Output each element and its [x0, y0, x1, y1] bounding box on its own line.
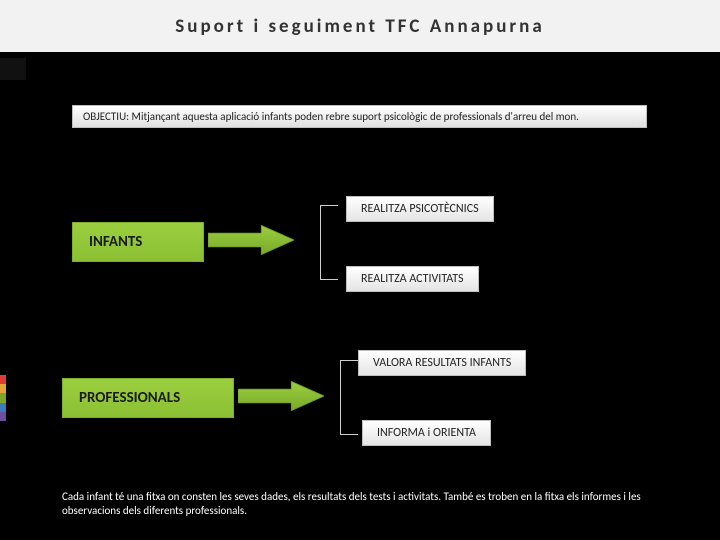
title-bar: Suport i seguiment TFC Annapurna [0, 0, 720, 52]
side-decor-rect [0, 58, 26, 80]
source-professionals: PROFESSIONALS [62, 378, 234, 418]
strip-seg-1 [0, 375, 6, 384]
objective-text: OBJECTIU: Mitjançant aquesta aplicació i… [72, 105, 647, 128]
bracket-infants [320, 205, 338, 280]
target-informa: INFORMA i ORIENTA [362, 420, 491, 446]
strip-seg-5 [0, 412, 6, 421]
target-activitats: REALITZA ACTIVITATS [346, 266, 479, 292]
bracket-professionals [340, 360, 358, 435]
strip-seg-3 [0, 393, 6, 402]
target-valora: VALORA RESULTATS INFANTS [358, 350, 526, 376]
strip-seg-2 [0, 384, 6, 393]
source-infants: INFANTS [72, 222, 204, 262]
slide-accent-strip [0, 375, 6, 421]
footer-text: Cada infant té una fitxa on consten les … [62, 490, 662, 519]
arrow-professionals [238, 381, 324, 411]
target-psicotecnics: REALITZA PSICOTÈCNICS [346, 196, 494, 222]
strip-seg-4 [0, 403, 6, 412]
arrow-infants [208, 225, 294, 255]
page-title: Suport i seguiment TFC Annapurna [175, 15, 544, 38]
